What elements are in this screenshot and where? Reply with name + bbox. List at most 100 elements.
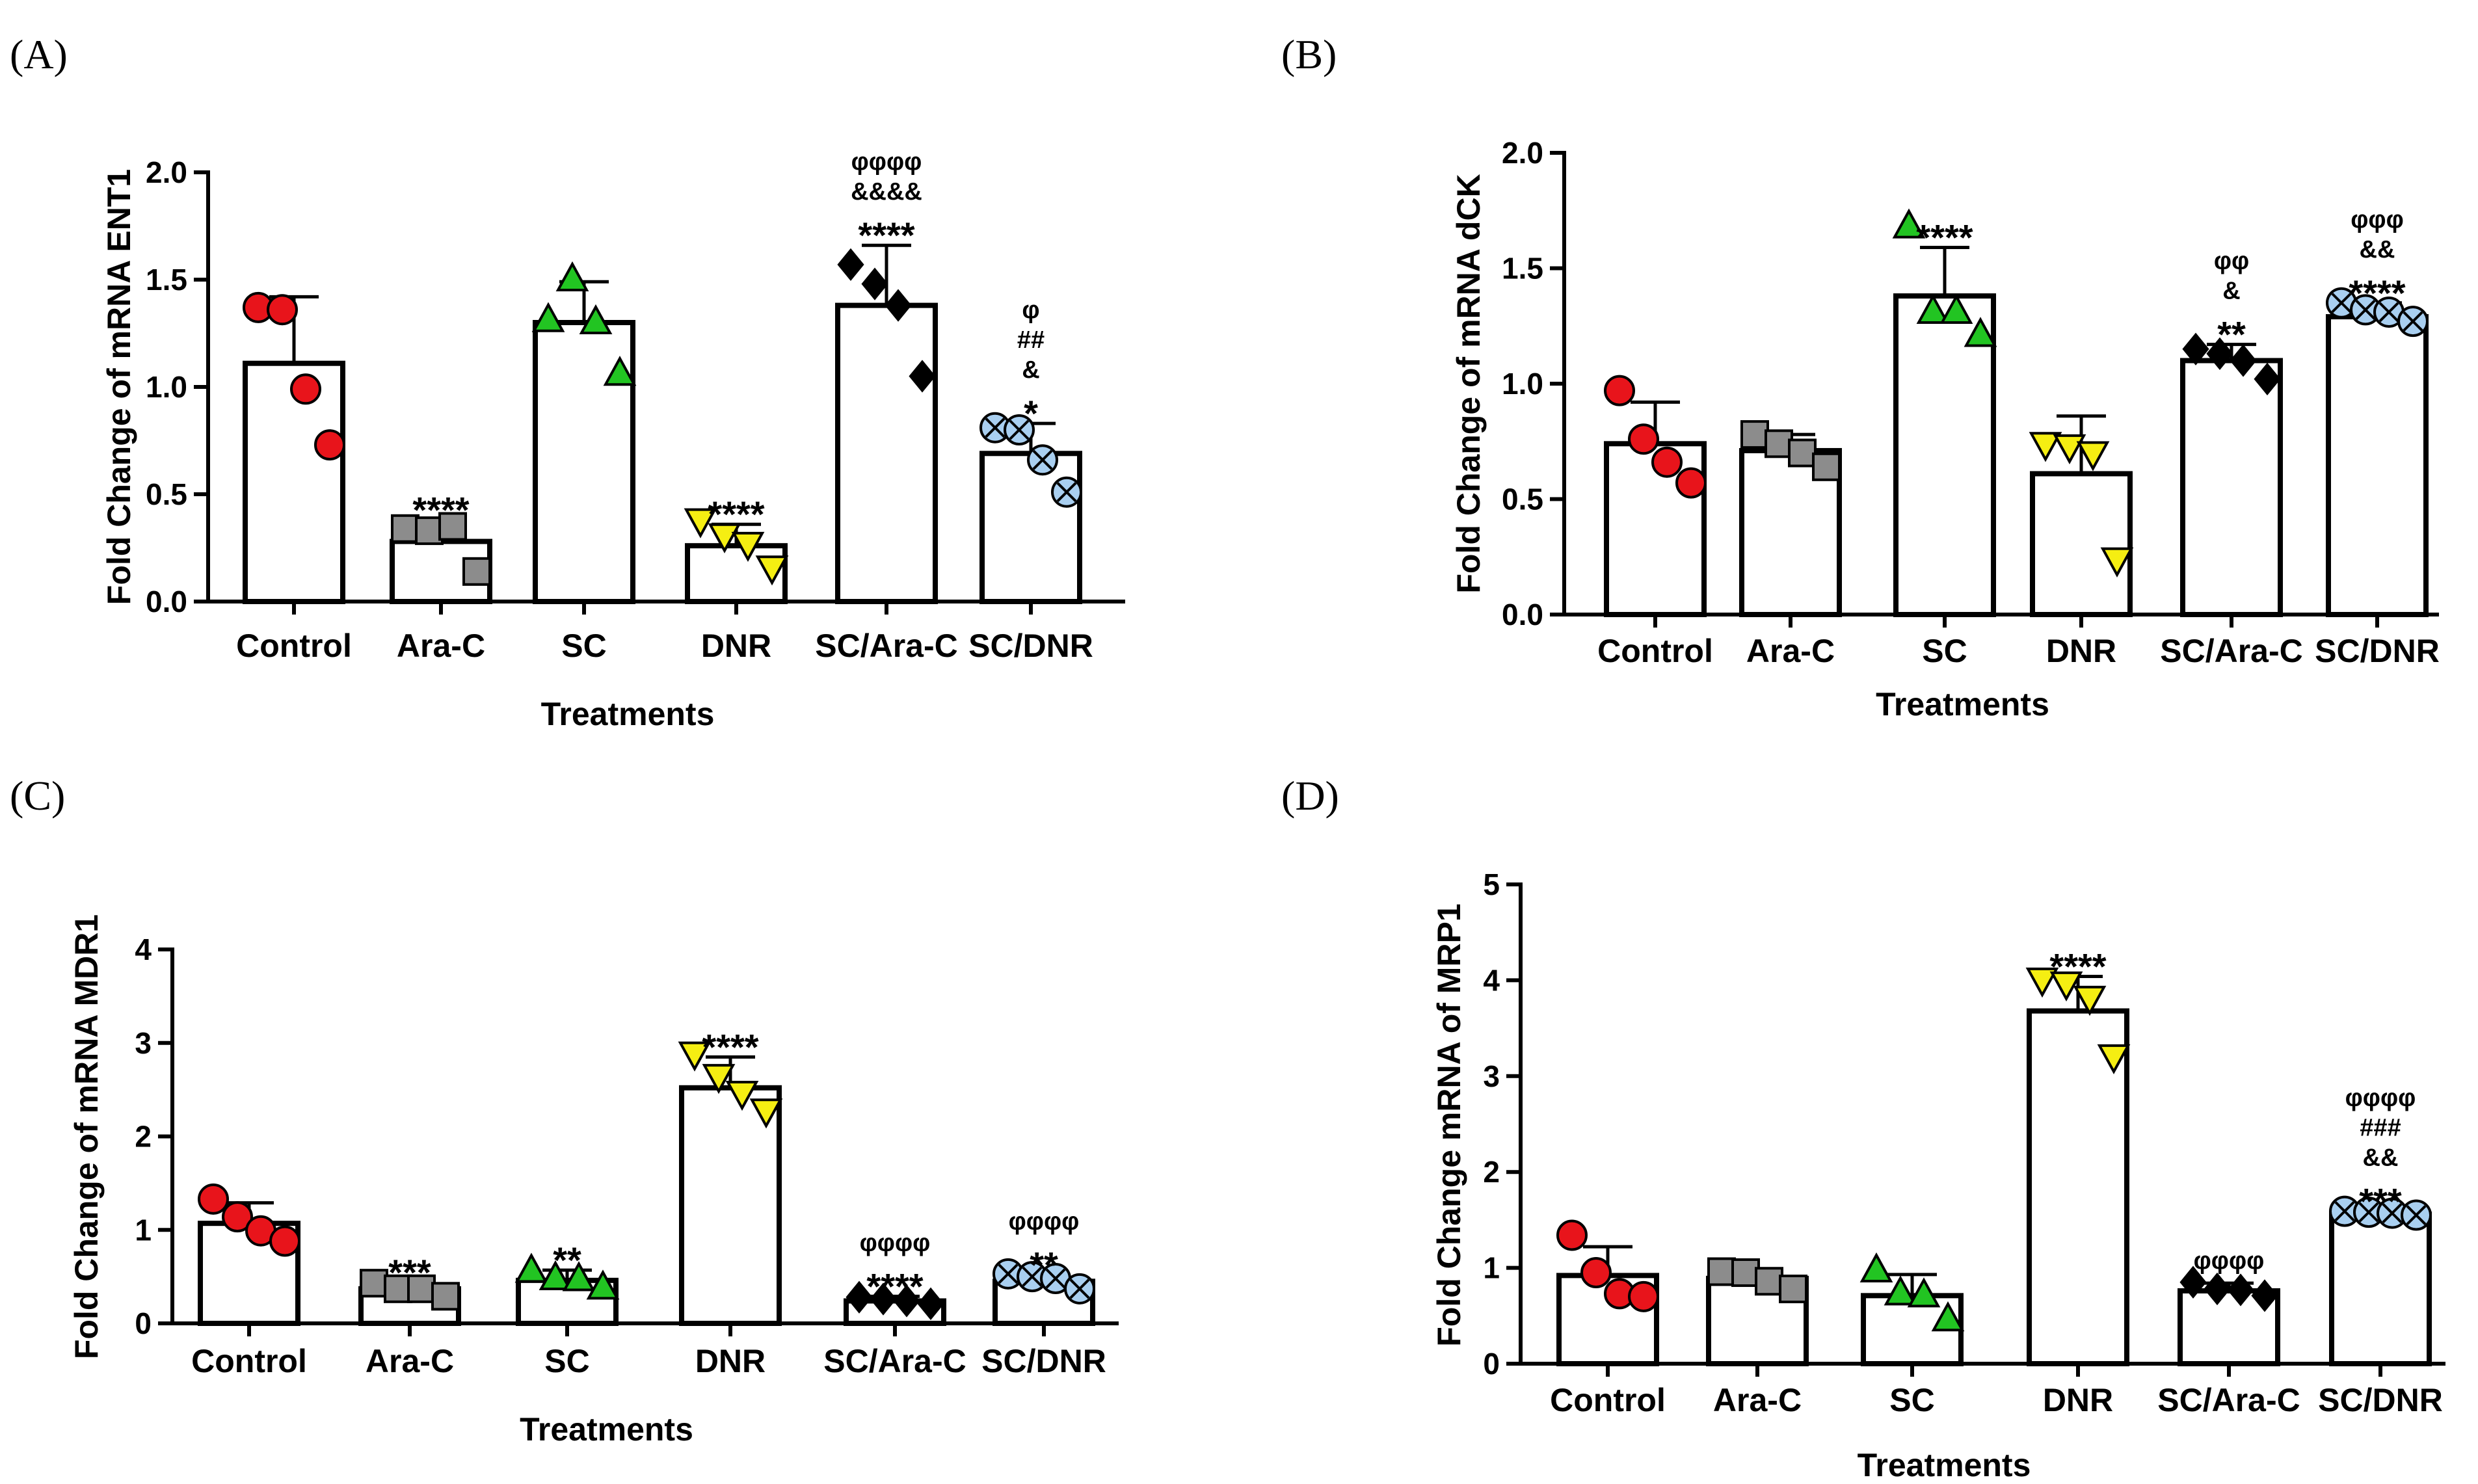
y-tick-label: 1.5 xyxy=(1502,252,1543,285)
data-point-cross xyxy=(2403,311,2423,332)
x-tick-label: DNR xyxy=(701,628,771,664)
x-axis-title: Treatments xyxy=(541,696,715,732)
data-point xyxy=(861,267,888,300)
data-point xyxy=(267,294,298,326)
significance-label: **** xyxy=(1916,217,1973,258)
data-point xyxy=(603,356,637,386)
data-point xyxy=(979,412,1011,444)
data-point xyxy=(198,1183,229,1215)
data-point xyxy=(290,373,321,405)
bar-scarac xyxy=(835,302,938,604)
data-point-cross xyxy=(1009,419,1030,440)
data-point xyxy=(1916,293,1950,324)
data-point xyxy=(1755,1267,1783,1296)
data-point xyxy=(885,289,912,322)
data-point xyxy=(2049,971,2083,1001)
x-tick-label: DNR xyxy=(2043,1382,2113,1418)
data-point xyxy=(1812,452,1841,481)
data-point-cross xyxy=(998,1264,1019,1284)
significance-label: *** xyxy=(388,1252,431,1293)
significance-label: ## xyxy=(1017,326,1045,354)
significance-label: *** xyxy=(2359,1181,2402,1222)
y-tick-label: 0.5 xyxy=(1502,483,1543,516)
data-point xyxy=(2053,434,2086,465)
data-point xyxy=(222,1201,253,1233)
data-point xyxy=(731,531,765,563)
data-point xyxy=(893,1284,920,1318)
x-axis-title: Treatments xyxy=(1858,1447,2031,1483)
data-point-cross xyxy=(1022,1266,1043,1287)
data-point xyxy=(725,1080,759,1111)
data-point xyxy=(2401,1199,2432,1231)
y-tick-label: 1 xyxy=(1483,1251,1500,1285)
panel-label: (A) xyxy=(10,31,68,77)
y-tick-label: 2.0 xyxy=(146,155,187,189)
data-point xyxy=(269,1225,300,1257)
y-tick-label: 0.5 xyxy=(146,477,187,511)
data-point xyxy=(2206,337,2233,371)
data-point xyxy=(407,1274,436,1303)
y-tick-label: 2 xyxy=(135,1120,152,1154)
significance-label: **** xyxy=(412,490,469,531)
data-point-cross xyxy=(2378,302,2399,323)
bar-dnr xyxy=(2030,471,2133,618)
y-tick-label: 2 xyxy=(1483,1155,1500,1189)
panel-label: (B) xyxy=(1281,31,1337,77)
x-axis-title: Treatments xyxy=(520,1411,693,1448)
data-point xyxy=(1859,1252,1893,1283)
data-point xyxy=(360,1269,388,1298)
x-tick-label: DNR xyxy=(695,1343,766,1379)
x-tick-label: Ara-C xyxy=(1746,633,1835,669)
data-point xyxy=(438,512,467,541)
y-tick-label: 0.0 xyxy=(1502,598,1543,631)
significance-label: ** xyxy=(553,1239,581,1280)
data-point xyxy=(2100,547,2134,577)
significance-label: && xyxy=(2360,236,2395,263)
data-point xyxy=(2254,362,2281,396)
bar-scdnr xyxy=(979,451,1082,604)
data-point xyxy=(1931,1301,1965,1332)
data-point xyxy=(2029,432,2062,462)
data-point xyxy=(837,248,864,282)
y-tick-label: 4 xyxy=(135,933,152,966)
significance-label: ** xyxy=(2217,314,2246,355)
data-point xyxy=(1651,446,1683,478)
data-point xyxy=(1604,375,1635,406)
x-tick-label: SC/Ara-C xyxy=(2160,633,2302,669)
data-point xyxy=(1628,423,1659,455)
significance-label: & xyxy=(1022,356,1039,384)
data-point-cross xyxy=(1056,482,1077,503)
x-tick-label: SC/Ara-C xyxy=(815,628,957,664)
data-point xyxy=(755,555,789,586)
data-point xyxy=(2097,1044,2131,1074)
data-point xyxy=(431,1282,460,1311)
data-point-cross xyxy=(2406,1205,2427,1225)
significance-label: **** xyxy=(2049,946,2106,987)
data-point xyxy=(1040,1263,1071,1294)
x-axis-title: Treatments xyxy=(1876,686,2049,722)
significance-label: & xyxy=(2222,278,2240,305)
y-tick-label: 3 xyxy=(1483,1059,1500,1093)
chart-panel-4: (D) 0 1 2 3 4 5 Control Ara-C SC **** DNR φφφφ SC/Ara… xyxy=(1281,773,2445,1483)
x-tick-label: SC/DNR xyxy=(968,628,1093,664)
chart-panel-3: (C) 0 1 2 3 4 Control *** Ara-C ** SC **** DNR **** φφ… xyxy=(10,773,1119,1448)
x-tick-label: Control xyxy=(1550,1382,1666,1418)
data-point xyxy=(1004,414,1035,445)
data-point-cross xyxy=(1045,1268,1066,1289)
significance-label: φφφφ xyxy=(851,148,922,176)
significance-label: φφφφ xyxy=(860,1229,931,1256)
bar-control xyxy=(243,360,345,604)
y-tick-label: 1.0 xyxy=(146,370,187,404)
data-point xyxy=(586,1269,620,1300)
data-point xyxy=(1675,467,1707,499)
data-point xyxy=(1964,317,1997,347)
bar-scdnr xyxy=(2329,1212,2432,1367)
y-tick-label: 1 xyxy=(135,1213,152,1247)
y-tick-label: 5 xyxy=(1483,868,1500,901)
significance-label: && xyxy=(2363,1145,2399,1172)
x-tick-label: SC/DNR xyxy=(2318,1382,2443,1418)
data-point xyxy=(555,261,589,291)
bar-dnr xyxy=(679,1085,782,1326)
bar-scarac xyxy=(2180,358,2283,617)
data-point xyxy=(1740,420,1769,449)
